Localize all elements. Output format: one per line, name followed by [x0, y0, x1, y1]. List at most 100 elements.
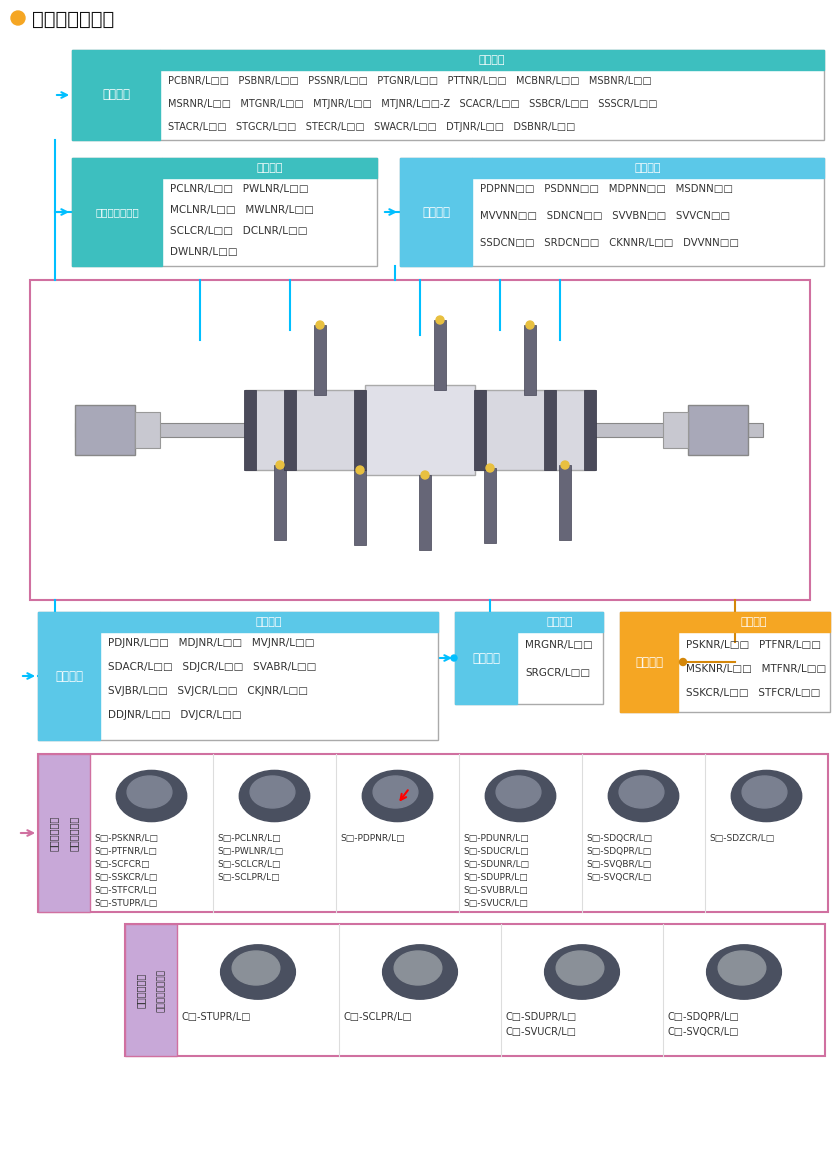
Bar: [474, 390, 486, 470]
Text: 仿形車削: 仿形車削: [55, 670, 83, 683]
Text: S□-PDPNR/L□: S□-PDPNR/L□: [340, 834, 405, 843]
Bar: [38, 754, 90, 912]
Text: 刀具型號: 刀具型號: [479, 55, 505, 65]
Bar: [400, 159, 824, 267]
Ellipse shape: [619, 776, 664, 808]
Ellipse shape: [127, 776, 172, 808]
Ellipse shape: [732, 770, 801, 822]
Text: SRGCR/L□□: SRGCR/L□□: [525, 668, 591, 678]
Text: PSKNR/L□□   PTFNR/L□□: PSKNR/L□□ PTFNR/L□□: [686, 640, 821, 650]
Text: （硬質合金刀桿）: （硬質合金刀桿）: [156, 969, 165, 1011]
Text: PCLNR/L□□   PWLNR/L□□: PCLNR/L□□ PWLNR/L□□: [170, 184, 308, 194]
Bar: [72, 159, 162, 267]
Text: S□-SDQPR/L□: S□-SDQPR/L□: [586, 847, 651, 856]
Text: 內孔車削刀具: 內孔車削刀具: [136, 972, 146, 1008]
Bar: [663, 412, 688, 448]
Bar: [354, 390, 366, 470]
Text: C□-SCLPR/L□: C□-SCLPR/L□: [343, 1012, 412, 1021]
Bar: [100, 612, 438, 632]
Text: 內孔車削刀具: 內孔車削刀具: [49, 816, 59, 850]
Text: S□-SDUPR/L□: S□-SDUPR/L□: [463, 873, 528, 882]
Text: MCLNR/L□□   MWLNR/L□□: MCLNR/L□□ MWLNR/L□□: [170, 205, 314, 215]
Ellipse shape: [556, 951, 604, 985]
Text: C□-SDQPR/L□: C□-SDQPR/L□: [667, 1012, 738, 1021]
Bar: [678, 612, 830, 632]
Bar: [419, 475, 431, 550]
Ellipse shape: [239, 770, 310, 822]
Circle shape: [436, 316, 444, 324]
Text: S□-SVQCR/L□: S□-SVQCR/L□: [586, 873, 651, 882]
Text: 仿形車削: 仿形車削: [422, 206, 450, 218]
Circle shape: [680, 658, 686, 665]
Bar: [620, 612, 830, 712]
Bar: [544, 390, 556, 470]
Text: S□-SVUCR/L□: S□-SVUCR/L□: [463, 899, 528, 908]
Text: （鋼制刀桿）: （鋼制刀桿）: [69, 816, 79, 850]
Text: 刀具型號: 刀具型號: [741, 617, 767, 627]
Bar: [472, 159, 824, 178]
Text: 外圓車削: 外圓車削: [102, 88, 130, 101]
Text: C□-SVQCR/L□: C□-SVQCR/L□: [667, 1027, 738, 1038]
Text: MSRNR/L□□   MTGNR/L□□   MTJNR/L□□   MTJNR/L□□-Z   SCACR/L□□   SSBCR/L□□   SSSCR/: MSRNR/L□□ MTGNR/L□□ MTJNR/L□□ MTJNR/L□□-…: [168, 99, 658, 109]
Bar: [72, 51, 160, 140]
Text: S□-PCLNR/L□: S□-PCLNR/L□: [217, 834, 281, 843]
Circle shape: [451, 655, 457, 661]
Text: 外圓及內孔車削: 外圓及內孔車削: [32, 10, 114, 29]
Bar: [284, 390, 296, 470]
Bar: [125, 924, 825, 1056]
Text: S□-SDZCR/L□: S□-SDZCR/L□: [709, 834, 774, 843]
Text: PCBNR/L□□   PSBNR/L□□   PSSNR/L□□   PTGNR/L□□   PTTNR/L□□   MCBNR/L□□   MSBNR/L□: PCBNR/L□□ PSBNR/L□□ PSSNR/L□□ PTGNR/L□□ …: [168, 76, 652, 86]
Ellipse shape: [608, 770, 679, 822]
Circle shape: [421, 471, 429, 479]
Bar: [455, 612, 517, 704]
Bar: [400, 159, 472, 267]
Text: S□-SDUNR/L□: S□-SDUNR/L□: [463, 859, 529, 869]
Bar: [30, 280, 810, 600]
Text: SSKCR/L□□   STFCR/L□□: SSKCR/L□□ STFCR/L□□: [686, 688, 821, 697]
Ellipse shape: [373, 776, 418, 808]
Text: S□-SVQBR/L□: S□-SVQBR/L□: [586, 859, 651, 869]
Text: 外圓和端面車削: 外圓和端面車削: [95, 207, 139, 217]
Ellipse shape: [362, 770, 433, 822]
Text: S□-SCLCR/L□: S□-SCLCR/L□: [217, 859, 281, 869]
Text: C□-SDUPR/L□: C□-SDUPR/L□: [505, 1012, 576, 1021]
Bar: [72, 51, 824, 140]
Circle shape: [561, 461, 569, 469]
Text: PDPNN□□   PSDNN□□   MDPNN□□   MSDNN□□: PDPNN□□ PSDNN□□ MDPNN□□ MSDNN□□: [480, 184, 733, 194]
Text: S□-SSKCR/L□: S□-SSKCR/L□: [94, 873, 157, 882]
Bar: [274, 465, 286, 540]
Bar: [484, 468, 496, 543]
Bar: [455, 612, 603, 704]
Circle shape: [356, 466, 364, 475]
Text: DWLNR/L□□: DWLNR/L□□: [170, 247, 238, 257]
Text: 刀具型號: 刀具型號: [635, 163, 661, 173]
Bar: [75, 404, 135, 455]
Bar: [38, 612, 100, 740]
Ellipse shape: [742, 776, 787, 808]
Bar: [524, 325, 536, 395]
Text: S□-STUPR/L□: S□-STUPR/L□: [94, 899, 157, 908]
Text: S□-SDUCR/L□: S□-SDUCR/L□: [463, 847, 528, 856]
Circle shape: [11, 11, 25, 25]
Text: PDJNR/L□□   MDJNR/L□□   MVJNR/L□□: PDJNR/L□□ MDJNR/L□□ MVJNR/L□□: [108, 638, 314, 648]
Bar: [135, 412, 160, 448]
Text: S□-PDUNR/L□: S□-PDUNR/L□: [463, 834, 528, 843]
Ellipse shape: [394, 951, 442, 985]
Text: S□-SVUBR/L□: S□-SVUBR/L□: [463, 886, 528, 895]
Text: MRGNR/L□□: MRGNR/L□□: [525, 640, 593, 650]
Text: 刀具型號: 刀具型號: [255, 617, 282, 627]
Text: MSKNR/L□□   MTFNR/L□□: MSKNR/L□□ MTFNR/L□□: [686, 664, 827, 674]
Text: 刀具型號: 刀具型號: [256, 163, 283, 173]
Bar: [434, 321, 446, 390]
Bar: [559, 465, 571, 540]
Bar: [314, 325, 326, 395]
Bar: [162, 159, 377, 178]
Text: SCLCR/L□□   DCLNR/L□□: SCLCR/L□□ DCLNR/L□□: [170, 226, 307, 236]
Ellipse shape: [116, 770, 186, 822]
Bar: [365, 385, 475, 475]
Text: 仿形車削: 仿形車削: [472, 651, 500, 664]
Text: C□-SVUCR/L□: C□-SVUCR/L□: [505, 1027, 576, 1038]
Text: DDJNR/L□□   DVJCR/L□□: DDJNR/L□□ DVJCR/L□□: [108, 710, 242, 720]
Ellipse shape: [706, 944, 781, 1000]
Bar: [72, 159, 377, 267]
